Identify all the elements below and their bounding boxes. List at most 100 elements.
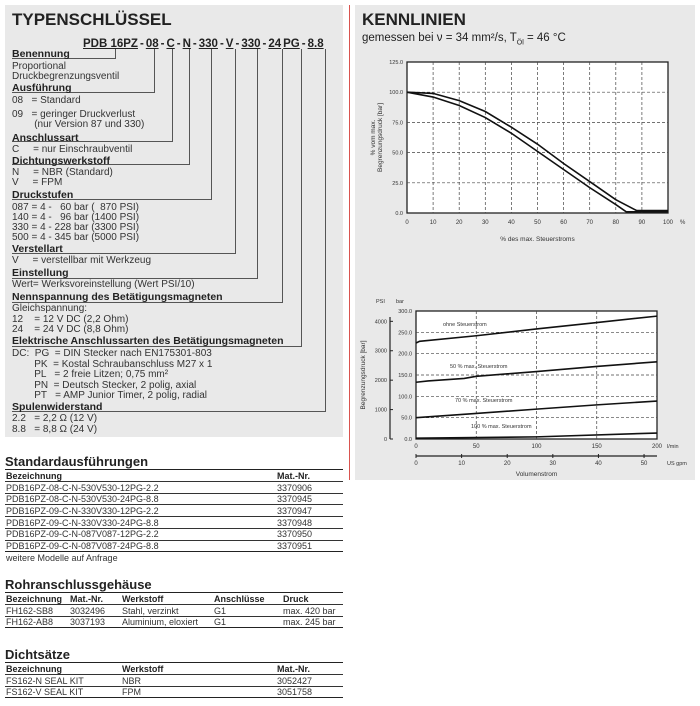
x-tick-label: 0	[405, 220, 409, 226]
y-tick-label: 125.0	[389, 60, 403, 66]
table-cell: G1	[214, 617, 227, 628]
section-line: PT = AMP Junior Timer, 2 polig, radial	[12, 390, 207, 401]
y-tick-label: 50.0	[401, 416, 412, 422]
y-axis-label-line2: Begrenzungsdruck [bar]	[377, 103, 384, 172]
connector-line	[12, 49, 236, 254]
table-cell: Aluminium, eloxiert	[122, 617, 199, 628]
table-rule	[5, 551, 343, 553]
type-code-part: V	[225, 38, 234, 50]
psi-tick-label: 2000	[375, 378, 387, 384]
connector-line	[12, 49, 283, 303]
y-tick-label: 250.0	[398, 330, 412, 336]
x-tick-label: 70	[586, 220, 593, 226]
connector-line	[12, 49, 258, 279]
type-code-part: 330	[198, 38, 218, 50]
table-rule	[5, 469, 343, 470]
connector-line	[12, 49, 212, 200]
table-rule	[5, 539, 343, 541]
section-line: V = verstellbar mit Werkzeug	[12, 255, 152, 266]
section-line: 330 = 4 - 228 bar (3300 PSI)	[12, 222, 140, 233]
type-code-part: 330	[241, 38, 261, 50]
section-line: Druckbegrenzungsventil	[12, 71, 120, 82]
y-tick-label: 0.0	[395, 211, 403, 217]
x-tick-label: 20	[456, 220, 463, 226]
section-heading: Ausführung	[12, 82, 72, 94]
section-line: 09 = geringer Druckverlust	[12, 109, 136, 120]
x-axis-label: % des max. Steuerstroms	[500, 236, 575, 243]
table-cell: max. 420 bar	[283, 605, 336, 616]
section-line: DC: PG = DIN Stecker nach EN175301-803	[12, 348, 212, 359]
characteristics-title: KENNLINIEN	[362, 10, 466, 29]
type-code: PDB 16PZ -08- C - N -330- V -330-24 PG -8.8	[82, 34, 325, 52]
table-cell: 3370945	[277, 494, 313, 505]
section-heading: Nennspannung des Betätigungsmagneten	[12, 291, 223, 303]
x-tick-label: 40	[508, 220, 515, 226]
section-line: Wert= Werksvoreinstellung (Wert PSI/10)	[12, 279, 195, 290]
table-cell: 3370948	[277, 517, 313, 528]
type-code-part: -	[235, 38, 240, 50]
table-cell: FH162-AB8	[6, 617, 54, 628]
section-heading: Einstellung	[12, 267, 69, 279]
table-cell: 3370950	[277, 529, 313, 540]
gpm-unit-label: US gpm	[667, 461, 687, 467]
y-tick-label: 100.0	[389, 90, 403, 96]
standard-table-title: Standardausführungen	[5, 454, 149, 469]
series-label: ohne Steuerstrom	[443, 322, 487, 328]
table-cell: G1	[214, 605, 227, 616]
type-code-part: -	[160, 38, 165, 50]
gpm-tick-label: 40	[595, 461, 602, 467]
x-tick-label: 60	[560, 220, 567, 226]
y-tick-label: 75.0	[392, 120, 403, 126]
table-cell: 3370951	[277, 541, 313, 551]
y-tick-label: 50.0	[392, 151, 403, 157]
section-heading: Druckstufen	[12, 189, 74, 201]
table-cell: FS162-N SEAL KIT	[6, 675, 84, 686]
y-tick-label: 25.0	[392, 181, 403, 187]
x-tick-label: 100	[531, 444, 542, 450]
section-heading: Benennung	[12, 48, 70, 60]
connector-line	[12, 49, 173, 142]
column-header: Bezeichnung	[6, 664, 63, 674]
section-line: 12 = 12 V DC (2,2 Ohm)	[12, 314, 129, 325]
x-unit-label: l/min	[667, 444, 679, 450]
section-heading: Spulenwiderstand	[12, 401, 103, 413]
x-tick-label: 30	[482, 220, 489, 226]
gpm-tick-label: 30	[549, 461, 556, 467]
table-cell: PDB16PZ-09-C-N-087V087-12PG-2.2	[6, 529, 159, 540]
table-rule	[5, 592, 343, 593]
y-tick-label: 200.0	[398, 352, 412, 358]
section-line: 087 = 4 - 60 bar ( 870 PSI)	[12, 202, 140, 213]
table-rule	[5, 615, 343, 617]
section-line: 24 = 24 V DC (8,8 Ohm)	[12, 324, 129, 335]
more-models-note: weitere Modelle auf Anfrage	[6, 553, 118, 564]
column-header: Werkstoff	[122, 594, 164, 604]
psi-unit-label: PSI	[376, 299, 385, 305]
table-cell: 3052427	[277, 675, 313, 686]
table-rule	[5, 604, 343, 605]
type-code-part: N	[182, 38, 191, 50]
series-line	[415, 432, 658, 439]
y-tick-label: 300.0	[398, 309, 412, 315]
table-rule	[5, 627, 343, 629]
psi-tick-label: 0	[384, 437, 387, 443]
section-heading: Anschlussart	[12, 132, 79, 144]
column-header: Werkstoff	[122, 664, 164, 674]
x-tick-label: 0	[414, 444, 418, 450]
type-code-part: -	[176, 38, 181, 50]
table-cell: FPM	[122, 687, 141, 698]
gpm-tick-label: 0	[414, 461, 418, 467]
connector-line	[12, 49, 155, 93]
type-code-part: -	[262, 38, 267, 50]
psi-tick-label: 1000	[375, 408, 387, 414]
column-header: Mat.-Nr.	[70, 594, 104, 604]
series-line	[406, 91, 668, 213]
table-rule	[5, 481, 343, 482]
table-cell: PDB16PZ-09-C-N-087V087-24PG-8.8	[6, 541, 159, 551]
gpm-tick-label: 10	[458, 461, 465, 467]
section-line: PN = Deutsch Stecker, 2 polig, axial	[12, 380, 197, 391]
section-heading: Dichtungswerkstoff	[12, 155, 111, 167]
table-cell: 3037193	[70, 617, 106, 628]
section-line: V = FPM	[12, 177, 63, 188]
table-rule	[5, 697, 343, 699]
table-rule	[5, 662, 343, 663]
